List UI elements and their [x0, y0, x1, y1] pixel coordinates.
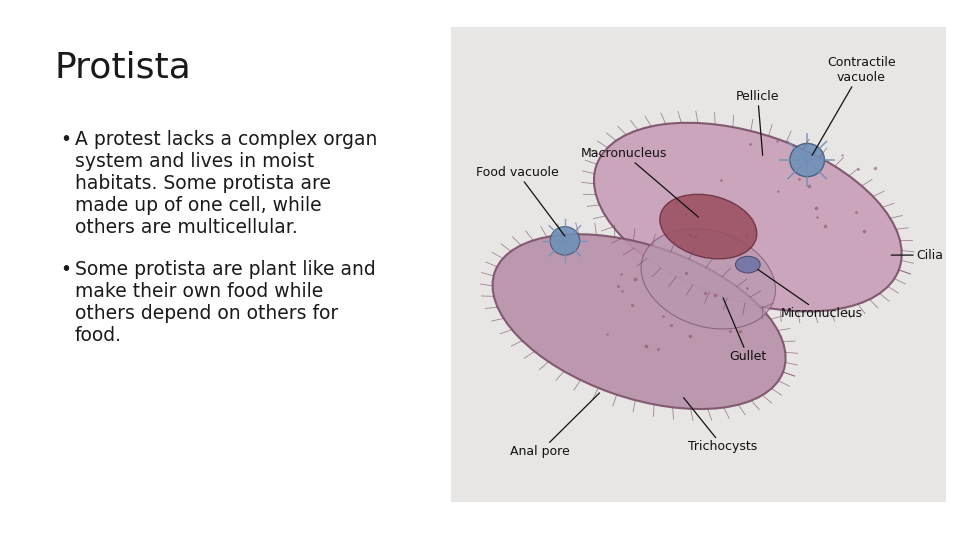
Text: A protest lacks a complex organ: A protest lacks a complex organ: [75, 130, 377, 149]
Text: system and lives in moist: system and lives in moist: [75, 152, 314, 171]
Ellipse shape: [550, 227, 580, 255]
Text: made up of one cell, while: made up of one cell, while: [75, 196, 322, 215]
Text: food.: food.: [75, 326, 122, 345]
Text: Gullet: Gullet: [723, 298, 766, 363]
Text: Trichocysts: Trichocysts: [684, 397, 757, 454]
Text: make their own food while: make their own food while: [75, 282, 324, 301]
Text: others are multicellular.: others are multicellular.: [75, 218, 298, 237]
Ellipse shape: [492, 234, 785, 409]
Ellipse shape: [735, 256, 760, 273]
Ellipse shape: [641, 229, 776, 329]
Text: Some protista are plant like and: Some protista are plant like and: [75, 260, 375, 279]
Text: Food vacuole: Food vacuole: [476, 166, 564, 236]
Ellipse shape: [660, 194, 756, 259]
Text: Protista: Protista: [55, 50, 192, 84]
Text: •: •: [60, 130, 71, 149]
Ellipse shape: [594, 123, 901, 312]
Text: Anal pore: Anal pore: [511, 393, 599, 458]
Text: habitats. Some protista are: habitats. Some protista are: [75, 174, 331, 193]
Text: Cilia: Cilia: [891, 248, 943, 261]
FancyBboxPatch shape: [451, 27, 946, 502]
Text: Micronucleus: Micronucleus: [757, 269, 863, 320]
Text: Pellicle: Pellicle: [736, 90, 780, 156]
Text: •: •: [60, 260, 71, 279]
Ellipse shape: [790, 144, 825, 177]
Text: Macronucleus: Macronucleus: [581, 147, 699, 217]
Text: Contractile
vacuole: Contractile vacuole: [812, 56, 896, 156]
Text: others depend on others for: others depend on others for: [75, 304, 338, 323]
